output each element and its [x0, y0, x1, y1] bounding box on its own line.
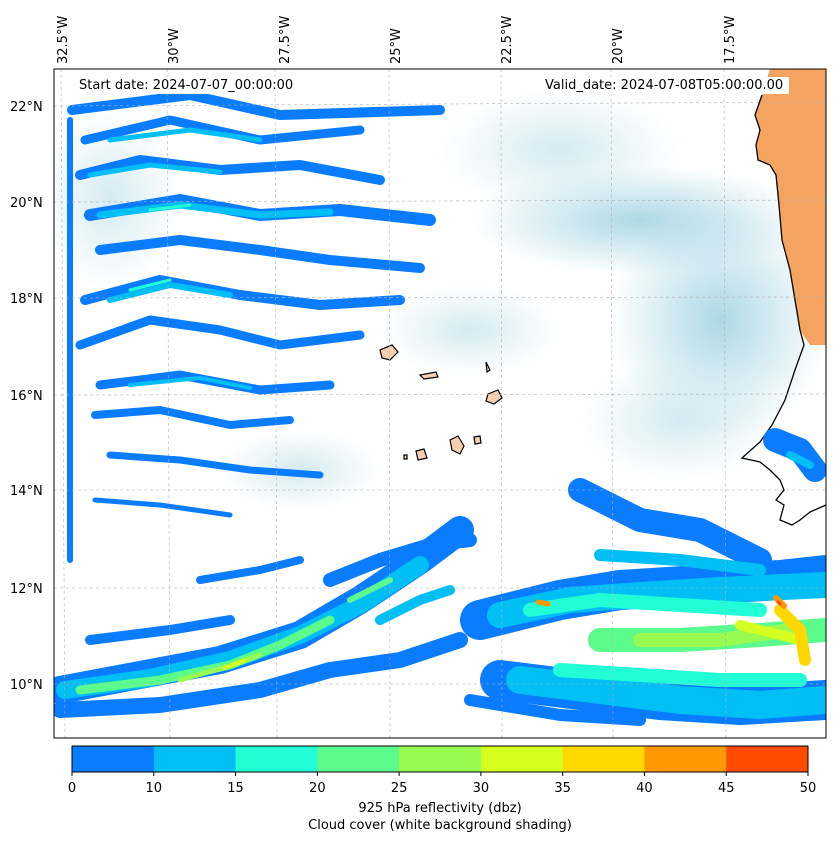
colorbar-tick-label: 35 [554, 781, 571, 796]
colorbar-tick-label: 50 [799, 781, 817, 796]
colorbar-segment [399, 746, 482, 772]
colorbar-label: 925 hPa reflectivity (dbz) [358, 801, 522, 816]
lon-tick: 30°W [167, 28, 182, 64]
lat-tick: 10°N [10, 678, 43, 693]
lat-tick: 14°N [10, 484, 43, 499]
longitude-axis: 32.5°W 30°W 27.5°W 25°W 22.5°W 20°W 17.5… [56, 16, 738, 64]
lon-tick: 27.5°W [278, 16, 293, 64]
colorbar-segment [562, 746, 645, 772]
lon-tick: 32.5°W [56, 16, 71, 64]
colorbar-tick-label: 0 [67, 781, 77, 796]
cape-verde-islands [379, 344, 503, 461]
lat-tick: 16°N [10, 389, 43, 404]
colorbar-sublabel: Cloud cover (white background shading) [308, 818, 572, 833]
lon-tick: 17.5°W [723, 16, 738, 64]
latitude-axis: 22°N 20°N 18°N 16°N 14°N 12°N 10°N [10, 100, 43, 693]
colorbar-segment [644, 746, 727, 772]
graticule [54, 69, 826, 738]
colorbar-segment [235, 746, 318, 772]
lat-tick: 12°N [10, 582, 43, 597]
colorbar-frame [71, 745, 809, 773]
colorbar-tick-label: 45 [717, 781, 735, 796]
lon-tick: 22.5°W [500, 16, 515, 64]
colorbar-tick-label: 25 [390, 781, 408, 796]
colorbar [71, 745, 809, 776]
map-panel [54, 69, 826, 738]
colorbar-tick-label: 15 [227, 781, 244, 796]
lat-tick: 20°N [10, 196, 43, 211]
colorbar-segment [726, 746, 809, 772]
lat-tick: 22°N [10, 100, 43, 115]
colorbar-segment [72, 746, 155, 772]
lon-tick: 25°W [389, 28, 404, 64]
colorbar-tick-label: 10 [145, 781, 163, 796]
africa-coastline [740, 94, 826, 526]
colorbar-tick-label: 40 [636, 781, 653, 796]
africa-land [755, 69, 826, 345]
start-date-label: Start date: 2024-07-07_00:00:00 [73, 77, 300, 94]
lon-tick: 20°W [611, 28, 626, 64]
colorbar-segment [153, 746, 237, 772]
colorbar-segment [480, 746, 564, 772]
colorbar-segment [317, 746, 400, 772]
colorbar-tick-label: 30 [472, 781, 490, 796]
valid-date-label: Valid_date: 2024-07-08T05:00:00.00 [539, 77, 790, 94]
map-frame [53, 68, 827, 739]
lat-tick: 18°N [10, 292, 43, 307]
colorbar-tick-label: 20 [309, 781, 326, 796]
